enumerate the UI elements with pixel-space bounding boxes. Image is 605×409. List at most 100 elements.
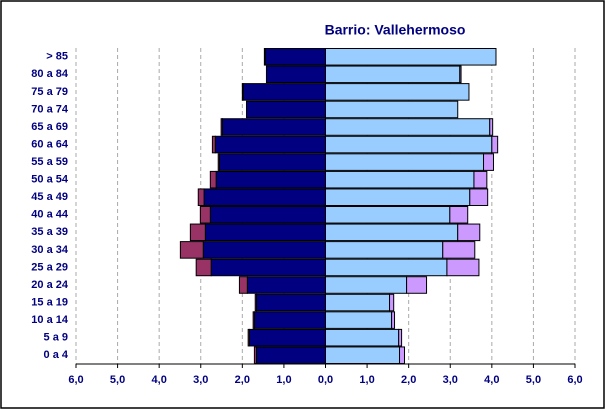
bar: [325, 293, 391, 312]
x-tick-label: 0,0: [318, 374, 333, 386]
bar: [389, 293, 395, 312]
bar: [325, 346, 401, 365]
x-tick-label: 4,0: [152, 374, 167, 386]
bar: [325, 223, 459, 242]
y-tick-label: 80 a 84: [31, 68, 69, 80]
bar: [264, 48, 326, 66]
bar: [325, 48, 497, 66]
bar: [254, 293, 257, 312]
bar: [221, 118, 326, 136]
bar: [325, 188, 471, 206]
bar: [245, 100, 326, 119]
bar: [469, 188, 489, 206]
y-tick-label: 0 a 4: [44, 349, 69, 361]
bar: [457, 223, 481, 242]
bar: [491, 135, 499, 154]
bar: [247, 328, 250, 347]
y-tick-label: 5 a 9: [44, 332, 68, 344]
bar: [248, 328, 326, 347]
bar: [202, 241, 326, 259]
bar: [325, 170, 475, 189]
bar: [204, 223, 327, 242]
x-tick-label: 5,0: [110, 374, 125, 386]
bar: [399, 346, 406, 365]
bar: [253, 346, 257, 365]
bar: [391, 311, 396, 329]
y-tick-label: 20 a 24: [31, 279, 69, 291]
bar: [209, 170, 217, 189]
bar: [449, 206, 469, 224]
bar: [215, 170, 326, 189]
bar: [325, 328, 400, 347]
bar: [255, 293, 327, 312]
bar: [489, 118, 494, 136]
bar: [252, 311, 255, 329]
bar: [195, 258, 212, 277]
bar: [483, 153, 494, 171]
bar: [325, 206, 451, 224]
bar: [253, 311, 326, 329]
bar: [325, 241, 444, 259]
y-tick-label: 40 a 44: [31, 209, 69, 221]
bar: [325, 153, 485, 171]
x-tick-label: 1,0: [276, 374, 291, 386]
bar: [238, 276, 248, 294]
bar: [199, 206, 211, 224]
x-tick-label: 3,0: [443, 374, 458, 386]
y-tick-label: 25 a 29: [31, 261, 68, 273]
bar: [325, 65, 461, 84]
y-tick-label: 55 a 59: [31, 156, 68, 168]
y-tick-label: 15 a 19: [31, 296, 68, 308]
bar: [246, 276, 326, 294]
bar: [218, 153, 326, 171]
x-tick-label: 4,0: [484, 374, 499, 386]
bar: [473, 170, 488, 189]
bar: [325, 118, 491, 136]
y-tick-label: 50 a 54: [31, 174, 69, 186]
bar: [398, 328, 403, 347]
bar: [325, 83, 470, 101]
bar: [255, 346, 327, 365]
x-tick-label: 2,0: [401, 374, 416, 386]
y-tick-label: 75 a 79: [31, 86, 68, 98]
bar: [446, 258, 480, 277]
bar: [325, 100, 459, 119]
y-tick-label: 70 a 74: [31, 103, 69, 115]
y-tick-label: 60 a 64: [31, 138, 69, 150]
bar: [325, 276, 408, 294]
y-tick-label: 35 a 39: [31, 226, 68, 238]
y-tick-label: 45 a 49: [31, 191, 68, 203]
bar: [217, 153, 220, 171]
x-tick-label: 5,0: [526, 374, 541, 386]
bar: [459, 65, 462, 84]
bar: [265, 65, 326, 84]
x-tick-label: 1,0: [359, 374, 374, 386]
x-tick-label: 3,0: [193, 374, 208, 386]
bar: [220, 118, 223, 136]
bar: [179, 241, 204, 259]
x-tick-label: 6,0: [567, 374, 582, 386]
bar: [263, 48, 266, 66]
y-tick-label: 10 a 14: [31, 314, 69, 326]
bar: [211, 135, 216, 154]
bar: [325, 258, 448, 277]
bar: [189, 223, 206, 242]
bar: [203, 188, 326, 206]
x-tick-label: 2,0: [235, 374, 250, 386]
bar: [242, 83, 326, 101]
bar: [197, 188, 205, 206]
y-tick-label: > 85: [46, 51, 68, 63]
y-tick-label: 30 a 34: [31, 244, 69, 256]
bar: [442, 241, 476, 259]
bar: [210, 258, 326, 277]
y-tick-label: 65 a 69: [31, 121, 68, 133]
bar: [209, 206, 326, 224]
chart-title: Barrio: Vallehermoso: [325, 22, 466, 38]
bar: [325, 311, 393, 329]
bar: [241, 83, 244, 101]
bar: [325, 135, 493, 154]
bar: [406, 276, 428, 294]
x-tick-label: 6,0: [68, 374, 83, 386]
bar: [214, 135, 326, 154]
